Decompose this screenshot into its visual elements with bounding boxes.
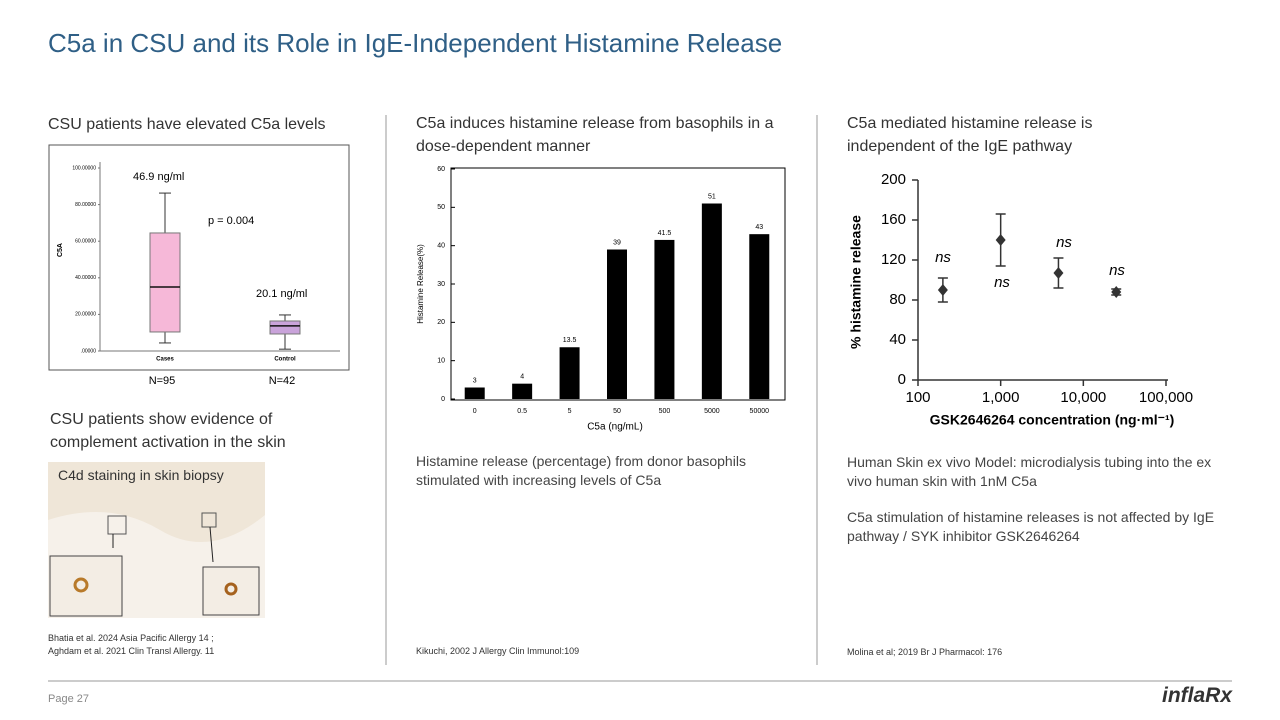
y-tick-label: 20.00000	[75, 312, 96, 318]
y-tick-label: 0	[898, 371, 906, 388]
value-label: 43	[755, 224, 763, 231]
annotation: ns	[1109, 262, 1125, 279]
x-tick-label: 1,000	[982, 389, 1020, 406]
y-tick-label: 50	[437, 204, 445, 211]
value-label: 41.5	[658, 230, 672, 237]
y-tick-label: 0	[441, 396, 445, 403]
annotation: ns	[994, 274, 1010, 291]
x-axis-label: GSK2646264 concentration (ng·ml⁻¹)	[930, 412, 1175, 428]
logo: inflaRx	[1162, 684, 1233, 707]
y-tick-label: 40.00000	[75, 275, 96, 281]
stained-cell	[73, 577, 89, 593]
y-tick-label: 80	[889, 291, 906, 308]
reference: Aghdam et al. 2021 Clin Transl Allergy. …	[48, 646, 215, 656]
x-tick-label: Control	[274, 357, 296, 363]
value-label: 13.5	[563, 337, 577, 344]
value-label: 51	[708, 193, 716, 200]
bar	[607, 249, 627, 399]
zoom-box	[201, 512, 217, 528]
annotation: 20.1 ng/ml	[256, 288, 307, 300]
slide-title: C5a in CSU and its Role in IgE-Independe…	[48, 28, 783, 58]
y-axis-label: C5A	[57, 243, 64, 257]
x-tick-label: 50	[613, 408, 621, 415]
bar	[749, 234, 770, 399]
reference: Bhatia et al. 2024 Asia Pacific Allergy …	[48, 633, 214, 643]
box	[149, 232, 181, 333]
zoom-box	[107, 515, 127, 535]
x-tick-label: 5	[568, 408, 572, 415]
reference: Molina et al; 2019 Br J Pharmacol: 176	[847, 647, 1003, 657]
y-tick-label: 40	[437, 243, 445, 250]
y-tick-label: 60	[437, 166, 445, 173]
y-tick-label: 20	[437, 319, 445, 326]
x-axis-label: C5a (ng/mL)	[587, 422, 643, 433]
x-tick-label: 500	[659, 408, 671, 415]
heading: CSU patients have elevated C5a levels	[48, 116, 326, 133]
y-tick-label: 10	[437, 358, 445, 365]
reference: Kikuchi, 2002 J Allergy Clin Immunol:109	[416, 646, 580, 656]
x-tick-label: 100	[905, 389, 930, 406]
y-tick-label: 100.00000	[72, 165, 96, 171]
x-tick-label: 50000	[750, 408, 770, 415]
value-label: 3	[473, 377, 477, 384]
heading: C5a mediated histamine release is indepe…	[847, 115, 1093, 155]
bar	[512, 383, 533, 399]
x-tick-label: 5000	[704, 408, 720, 415]
caption: Histamine release (percentage) from dono…	[416, 453, 746, 488]
annotation: ns	[1056, 234, 1072, 251]
y-tick-label: 80.00000	[75, 202, 96, 208]
marker	[995, 234, 1006, 246]
bar	[464, 387, 485, 399]
y-axis-label: % histamine release	[848, 215, 864, 349]
marker	[1111, 286, 1122, 298]
arrow	[209, 526, 214, 563]
box	[269, 320, 301, 335]
chart-frame	[48, 144, 350, 371]
marker	[1053, 267, 1064, 279]
x-tick-label: Cases	[156, 357, 174, 363]
bar	[559, 347, 580, 399]
value-label: 4	[520, 374, 524, 381]
y-tick-label: 60.00000	[75, 239, 96, 245]
paragraph: C5a stimulation of histamine releases is…	[847, 509, 1215, 544]
page-number: Page 27	[48, 693, 89, 705]
sample-size: N=42	[269, 375, 296, 387]
marker	[937, 284, 948, 296]
heading: CSU patients show evidence of complement…	[50, 411, 286, 451]
image-caption: C4d staining in skin biopsy	[58, 467, 224, 483]
heading: C5a induces histamine release from basop…	[416, 115, 774, 155]
x-tick-label: 10,000	[1060, 389, 1106, 406]
stained-cell	[224, 582, 238, 596]
y-tick-label: .00000	[81, 348, 97, 354]
y-axis-label: Histamine Release(%)	[416, 244, 425, 324]
bar	[701, 203, 722, 399]
y-tick-label: 30	[437, 281, 445, 288]
x-tick-label: 0	[473, 408, 477, 415]
y-tick-label: 120	[881, 251, 906, 268]
x-tick-label: 0.5	[517, 408, 527, 415]
value-label: 39	[613, 239, 621, 246]
paragraph: Human Skin ex vivo Model: microdialysis …	[847, 454, 1212, 489]
x-tick-label: 100,000	[1139, 389, 1193, 406]
y-tick-label: 40	[889, 331, 906, 348]
y-tick-label: 160	[881, 211, 906, 228]
bar	[654, 239, 675, 399]
annotation: p = 0.004	[208, 215, 254, 227]
inset	[202, 566, 260, 616]
annotation: ns	[935, 249, 951, 266]
annotation: 46.9 ng/ml	[133, 171, 184, 183]
y-tick-label: 200	[881, 171, 906, 188]
sample-size: N=95	[149, 375, 176, 387]
